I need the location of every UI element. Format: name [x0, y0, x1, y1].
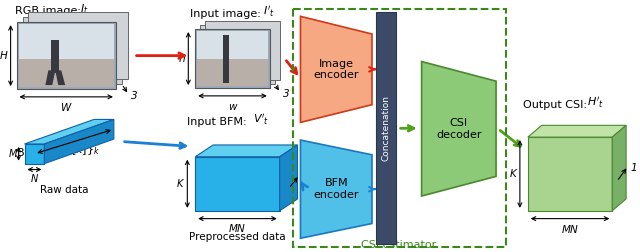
Text: $\mathbf{\it{H'}}_t$: $\mathbf{\it{H'}}_t$ [588, 95, 604, 110]
Text: Concatenation: Concatenation [381, 95, 390, 161]
Polygon shape [55, 70, 65, 85]
Text: MN: MN [562, 225, 579, 235]
Polygon shape [301, 16, 372, 122]
Text: Image
encoder: Image encoder [314, 58, 359, 80]
Text: Raw data: Raw data [40, 185, 88, 195]
Text: Output CSI:: Output CSI: [523, 100, 590, 110]
Text: K: K [85, 132, 92, 142]
Text: K: K [509, 169, 516, 179]
Text: $[k]\}_k$: $[k]\}_k$ [71, 143, 100, 157]
Text: $\mathbf{\it{I'}}_t$: $\mathbf{\it{I'}}_t$ [263, 5, 275, 19]
Text: BFM
encoder: BFM encoder [314, 178, 359, 200]
Text: CSI
decoder: CSI decoder [436, 118, 481, 140]
Text: M: M [8, 149, 17, 159]
Text: MN: MN [229, 224, 246, 234]
Polygon shape [223, 35, 229, 83]
Polygon shape [200, 25, 275, 84]
Text: RGB image:: RGB image: [15, 6, 84, 16]
Text: h: h [179, 54, 186, 64]
Polygon shape [195, 29, 269, 88]
Polygon shape [612, 125, 626, 211]
Text: 2: 2 [301, 173, 308, 183]
Text: 3: 3 [131, 91, 138, 101]
Text: 1: 1 [630, 163, 637, 173]
Polygon shape [45, 70, 55, 85]
Polygon shape [28, 12, 128, 79]
Text: $\mathbf{\it{I}}_t$: $\mathbf{\it{I}}_t$ [80, 3, 89, 16]
Polygon shape [44, 119, 114, 164]
Text: Input BFM:: Input BFM: [188, 117, 250, 127]
Polygon shape [205, 21, 280, 80]
Text: $\mathbf{\it{V}}_t$: $\mathbf{\it{V}}_t$ [55, 143, 68, 157]
Polygon shape [528, 137, 612, 211]
Polygon shape [195, 145, 298, 157]
Polygon shape [19, 59, 114, 87]
Polygon shape [280, 145, 298, 211]
Text: 3: 3 [283, 89, 289, 99]
Polygon shape [22, 17, 122, 84]
Polygon shape [197, 58, 268, 86]
Polygon shape [24, 144, 44, 164]
Text: Preprocessed data: Preprocessed data [189, 232, 285, 242]
Text: w: w [228, 102, 237, 112]
Text: CSI estimator: CSI estimator [361, 240, 436, 250]
Polygon shape [195, 157, 280, 211]
Text: N: N [31, 174, 38, 184]
Polygon shape [301, 140, 372, 238]
Polygon shape [376, 12, 396, 244]
Text: Input image:: Input image: [190, 9, 265, 19]
Text: K: K [177, 179, 184, 189]
Polygon shape [197, 31, 268, 58]
Text: W: W [61, 103, 71, 113]
Text: H: H [0, 51, 8, 61]
Polygon shape [51, 40, 60, 73]
Polygon shape [17, 22, 116, 89]
Text: BFM: {: BFM: { [17, 147, 54, 157]
Polygon shape [422, 61, 496, 196]
Text: $\mathbf{\it{V'}}_t$: $\mathbf{\it{V'}}_t$ [253, 112, 269, 127]
Polygon shape [24, 119, 114, 144]
Polygon shape [528, 125, 626, 137]
Polygon shape [19, 24, 114, 59]
